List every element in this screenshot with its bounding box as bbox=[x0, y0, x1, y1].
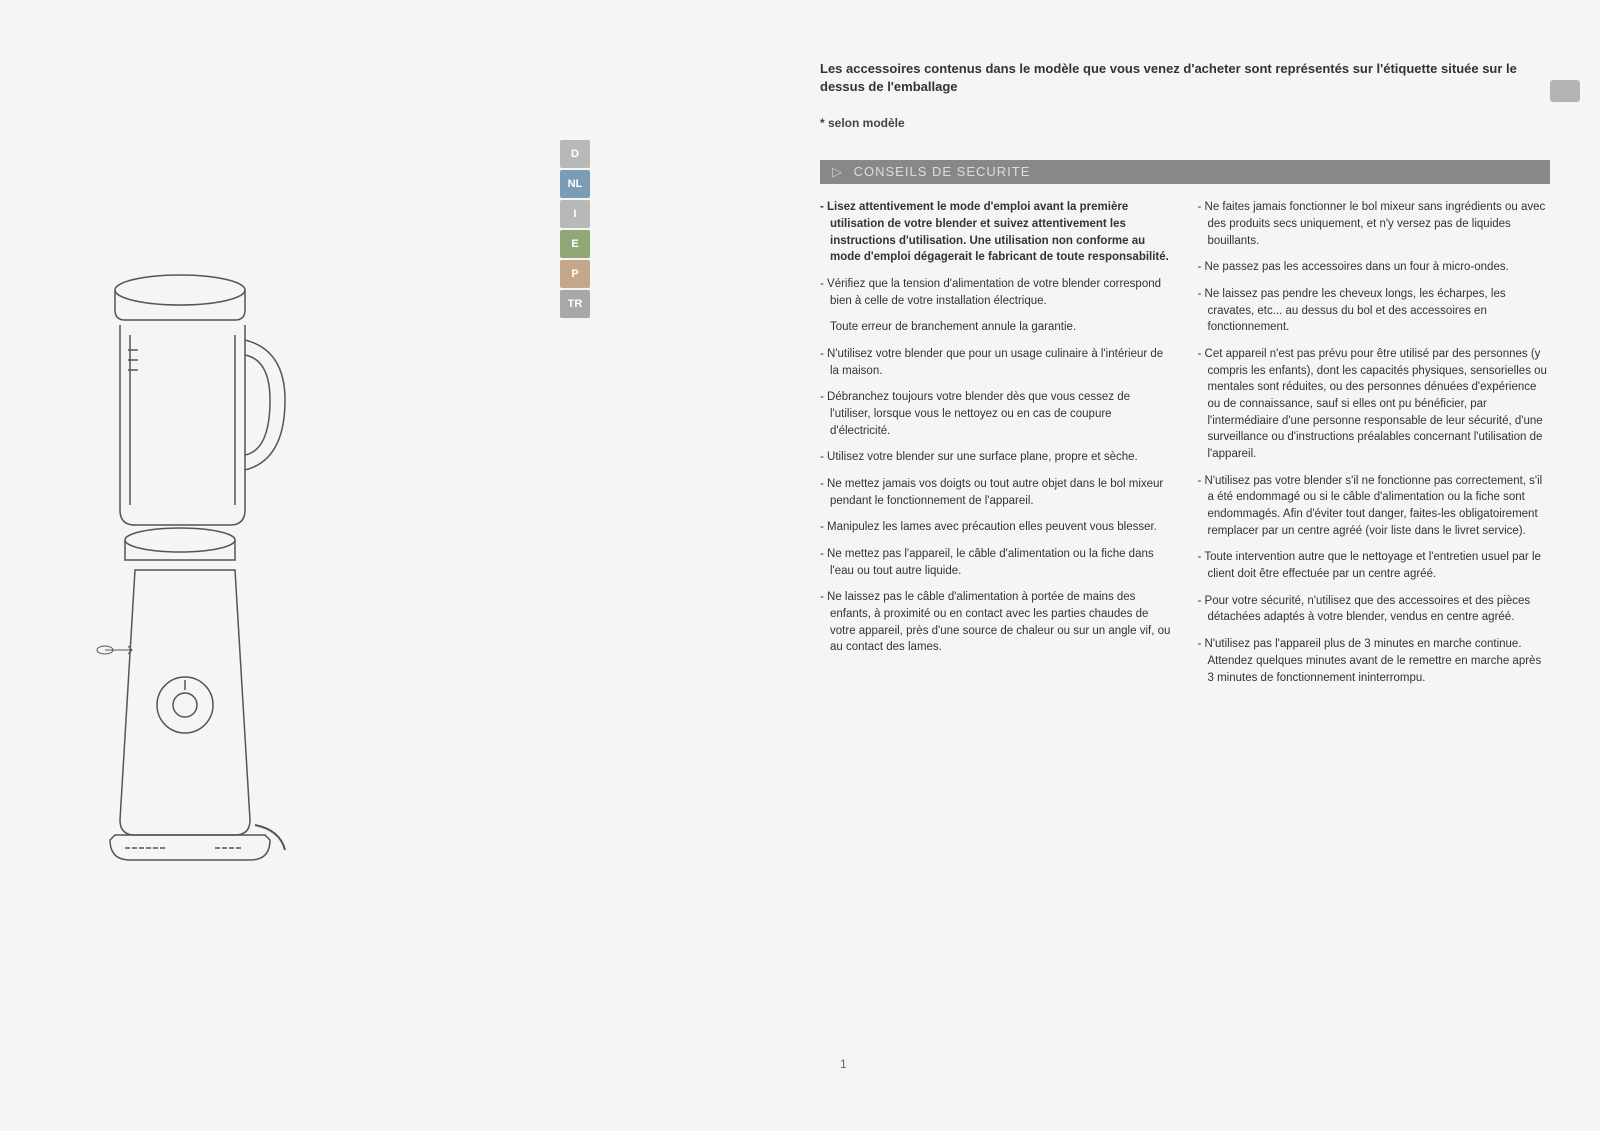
safety-item: Ne laissez pas pendre les cheveux longs,… bbox=[1198, 286, 1551, 336]
safety-item: Toute intervention autre que le nettoyag… bbox=[1198, 549, 1551, 582]
right-text-column: Ne faites jamais fonctionner le bol mixe… bbox=[1198, 199, 1551, 696]
safety-item: Lisez attentivement le mode d'emploi ava… bbox=[820, 199, 1173, 266]
section-title: CONSEILS DE SECURITE bbox=[854, 164, 1031, 179]
blender-illustration bbox=[60, 260, 320, 900]
safety-item: Ne passez pas les accessoires dans un fo… bbox=[1198, 259, 1551, 276]
safety-item: Toute erreur de branchement annule la ga… bbox=[820, 319, 1173, 336]
safety-item: Manipulez les lames avec précaution elle… bbox=[820, 519, 1173, 536]
safety-item: Cet appareil n'est pas prévu pour être u… bbox=[1198, 346, 1551, 463]
lang-tab-tr: TR bbox=[560, 290, 590, 318]
safety-item: Ne faites jamais fonctionner le bol mixe… bbox=[1198, 199, 1551, 249]
left-page: D NL I E P TR bbox=[0, 0, 800, 1131]
content-columns: Lisez attentivement le mode d'emploi ava… bbox=[820, 199, 1550, 696]
safety-item: Utilisez votre blender sur une surface p… bbox=[820, 449, 1173, 466]
lang-tab-d: D bbox=[560, 140, 590, 168]
lang-tab-e: E bbox=[560, 230, 590, 258]
right-page: Les accessoires contenus dans le modèle … bbox=[800, 0, 1600, 1131]
safety-item: N'utilisez pas l'appareil plus de 3 minu… bbox=[1198, 636, 1551, 686]
safety-item: N'utilisez votre blender que pour un usa… bbox=[820, 346, 1173, 379]
safety-item: Ne laissez pas le câble d'alimentation à… bbox=[820, 589, 1173, 656]
header-accessories-text: Les accessoires contenus dans le modèle … bbox=[820, 60, 1550, 96]
security-section-banner: CONSEILS DE SECURITE bbox=[820, 160, 1550, 184]
safety-item: Ne mettez pas l'appareil, le câble d'ali… bbox=[820, 546, 1173, 579]
language-tabs: D NL I E P TR bbox=[560, 140, 590, 318]
lang-tab-p: P bbox=[560, 260, 590, 288]
safety-item: Débranchez toujours votre blender dès qu… bbox=[820, 389, 1173, 439]
page-number: 1 bbox=[840, 1057, 847, 1071]
left-text-column: Lisez attentivement le mode d'emploi ava… bbox=[820, 199, 1173, 696]
country-flag-icon bbox=[1550, 80, 1580, 102]
page-spread: D NL I E P TR bbox=[0, 0, 1600, 1131]
safety-item: N'utilisez pas votre blender s'il ne fon… bbox=[1198, 473, 1551, 540]
safety-item: Vérifiez que la tension d'alimentation d… bbox=[820, 276, 1173, 309]
lang-tab-nl: NL bbox=[560, 170, 590, 198]
model-note: * selon modèle bbox=[820, 116, 1550, 130]
safety-item: Ne mettez jamais vos doigts ou tout autr… bbox=[820, 476, 1173, 509]
safety-item: Pour votre sécurité, n'utilisez que des … bbox=[1198, 593, 1551, 626]
lang-tab-i: I bbox=[560, 200, 590, 228]
